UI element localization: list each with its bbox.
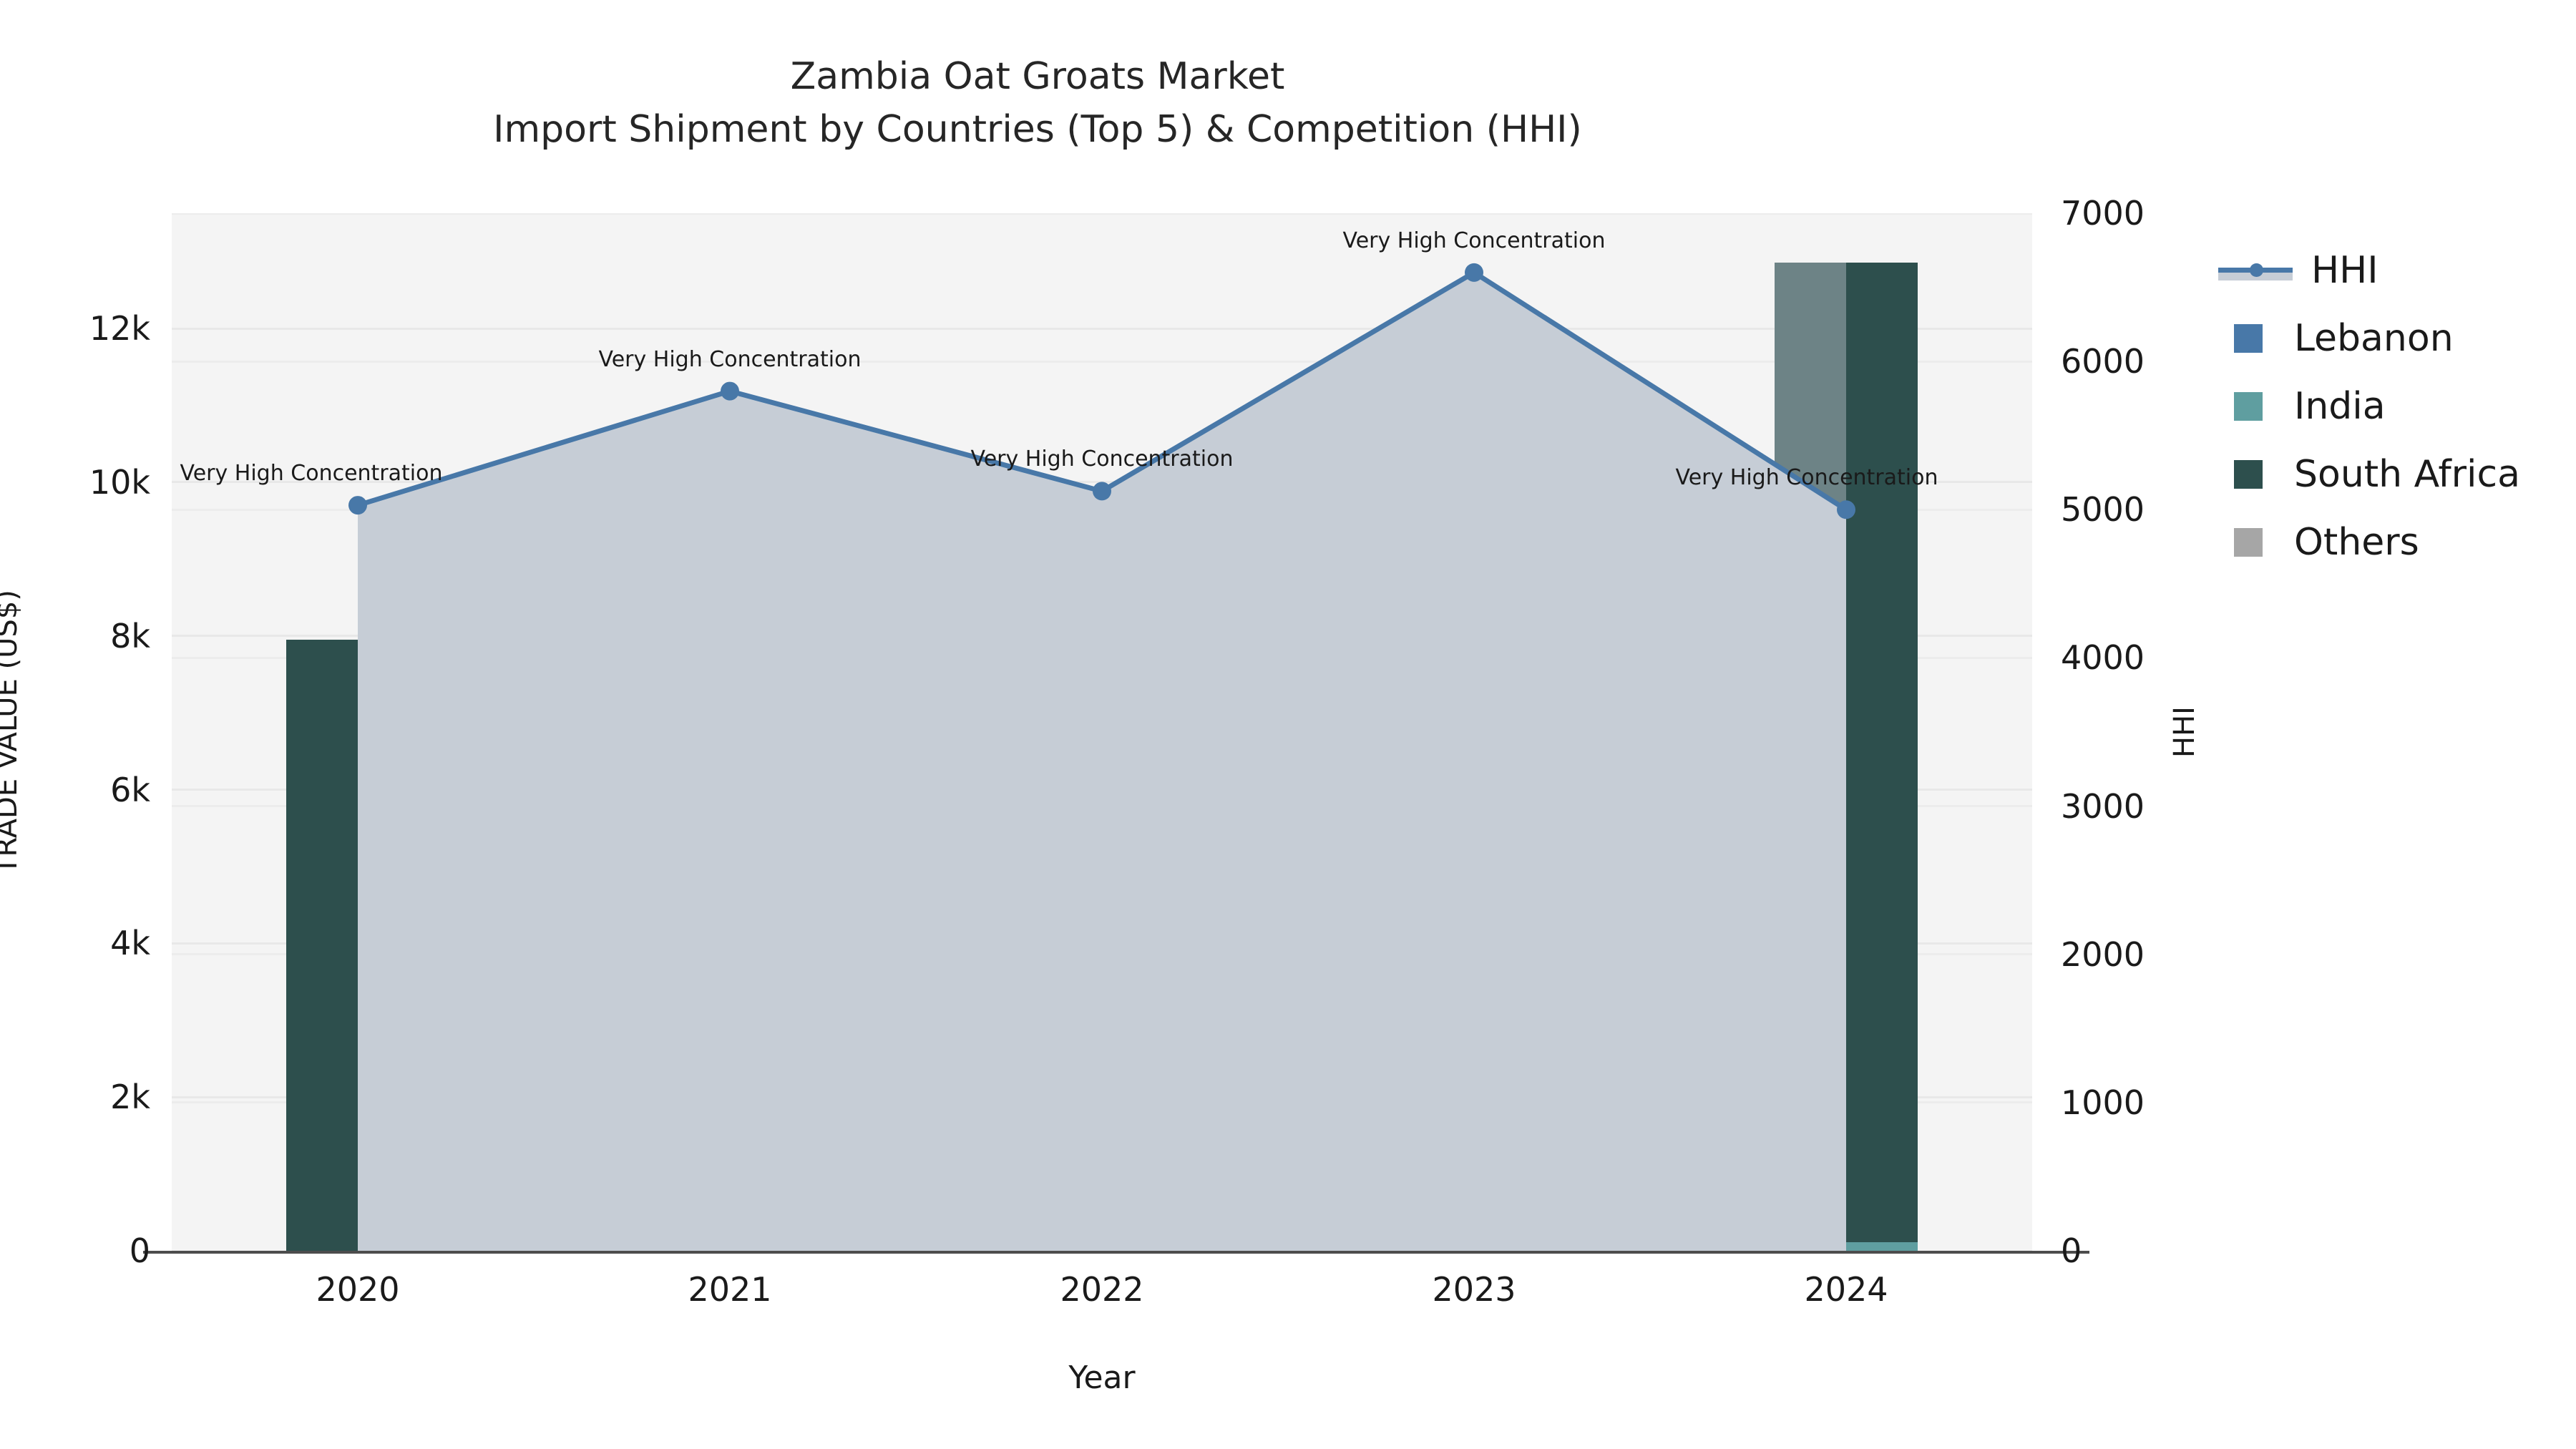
x-axis-spine	[143, 1251, 2089, 1254]
y-tick-left-10k: 10k	[89, 462, 150, 502]
y-tick-right-1000: 1000	[2061, 1083, 2145, 1122]
gridline-left-6	[172, 327, 2032, 330]
hhi-area-overlay-2020	[358, 640, 429, 1251]
annotation-2022: Very High Concentration	[970, 447, 1234, 472]
y-axis-left-label: TRADE VALUE (US$)	[0, 590, 24, 874]
gridline-right-7	[172, 213, 2032, 215]
y-tick-right-7000: 7000	[2061, 194, 2145, 233]
legend-item-hhi[interactable]: HHI	[2218, 236, 2576, 304]
gridline-right-4	[172, 656, 2032, 659]
legend-item-others[interactable]: Others	[2218, 508, 2576, 576]
hhi-area-overlay-2024	[1775, 262, 1846, 1251]
y-tick-right-2000: 2000	[2061, 935, 2145, 974]
legend-label: HHI	[2311, 248, 2379, 292]
annotation-2021: Very High Concentration	[598, 346, 862, 372]
plot-area: Very High Concentration Very High Concent…	[172, 213, 2032, 1251]
legend-swatch-lebanon	[2234, 323, 2263, 353]
legend-swatch-india	[2234, 391, 2263, 421]
bar-2024-india	[1775, 1242, 1918, 1251]
y-tick-right-5000: 5000	[2061, 490, 2145, 530]
x-tick-2020: 2020	[316, 1270, 400, 1309]
y-tick-right-4000: 4000	[2061, 638, 2145, 678]
x-tick-2024: 2024	[1804, 1270, 1888, 1309]
y-tick-right-3000: 3000	[2061, 786, 2145, 826]
hhi-area-overlay-2021	[658, 922, 801, 1251]
hhi-point-2021	[721, 381, 739, 401]
legend: HHI Lebanon India South Africa Others	[2218, 236, 2576, 576]
legend-item-lebanon[interactable]: Lebanon	[2218, 304, 2576, 372]
hhi-point-2023	[1465, 263, 1483, 282]
x-axis-label: Year	[1068, 1360, 1136, 1396]
chart-title-block: Zambia Oat Groats Market Import Shipment…	[0, 50, 2075, 156]
y-tick-left-8k: 8k	[110, 616, 150, 655]
legend-label: Lebanon	[2294, 316, 2454, 360]
x-tick-2023: 2023	[1432, 1270, 1516, 1309]
legend-label: Others	[2294, 520, 2419, 564]
gridline-left-4	[172, 635, 2032, 638]
y-tick-left-12k: 12k	[89, 309, 150, 348]
hhi-area-overlay-2023	[1402, 1043, 1546, 1251]
legend-swatch-south-africa	[2234, 459, 2263, 489]
hhi-point-2020	[348, 496, 367, 515]
y-tick-right-0: 0	[2061, 1231, 2082, 1270]
legend-swatch-others	[2234, 527, 2263, 557]
legend-label: South Africa	[2294, 452, 2520, 496]
x-tick-2021: 2021	[688, 1270, 772, 1309]
legend-item-india[interactable]: India	[2218, 372, 2576, 440]
y-tick-left-2k: 2k	[110, 1078, 150, 1117]
hhi-area-overlay-2022	[1030, 713, 1174, 1251]
y-tick-left-6k: 6k	[110, 770, 150, 809]
legend-line-icon	[2218, 256, 2293, 285]
chart-title: Zambia Oat Groats Market	[790, 55, 1285, 98]
legend-marker-dot	[2250, 263, 2263, 277]
annotation-2024: Very High Concentration	[1675, 465, 1938, 491]
gridline-right-5	[172, 508, 2032, 511]
y-tick-left-4k: 4k	[110, 924, 150, 963]
annotation-2023: Very High Concentration	[1342, 228, 1606, 253]
gridline-right-6	[172, 360, 2032, 363]
legend-item-south-africa[interactable]: South Africa	[2218, 440, 2576, 508]
y-tick-left-0: 0	[129, 1231, 150, 1270]
chart-subtitle: Import Shipment by Countries (Top 5) & C…	[493, 108, 1582, 151]
legend-label: India	[2294, 384, 2386, 428]
plot-clip	[172, 213, 2032, 1251]
y-axis-right-label: HHI	[2168, 706, 2201, 758]
hhi-point-2022	[1093, 482, 1111, 501]
annotation-2020: Very High Concentration	[180, 461, 443, 487]
y-tick-right-6000: 6000	[2061, 342, 2145, 381]
hhi-line	[355, 270, 1849, 512]
x-tick-2022: 2022	[1060, 1270, 1144, 1309]
